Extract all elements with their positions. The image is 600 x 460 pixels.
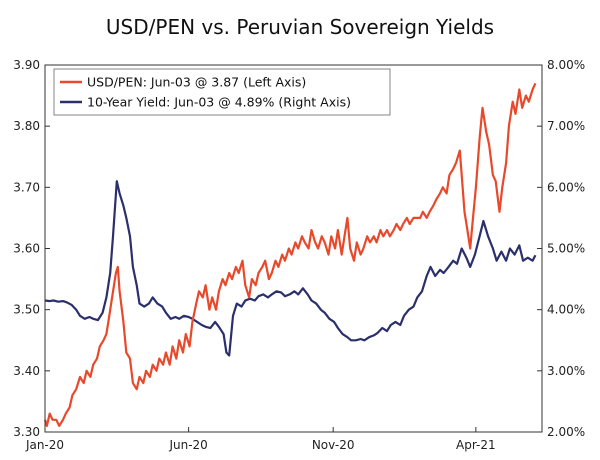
x-axis-tick-label: Apr-21 [456,438,496,452]
left-axis-tick-label: 3.90 [13,58,40,72]
legend-label-10y-yield: 10-Year Yield: Jun-03 @ 4.89% (Right Axi… [87,95,351,110]
right-axis-tick-label: 3.00% [547,364,585,378]
left-axis-tick-label: 3.50 [13,303,40,317]
right-axis-tick-label: 5.00% [547,242,585,256]
x-axis-tick-label: Jun-20 [168,438,207,452]
right-axis-tick-label: 2.00% [547,425,585,439]
left-axis-tick-label: 3.30 [13,425,40,439]
right-axis-tick-label: 7.00% [547,119,585,133]
legend-box [53,68,391,116]
series-line-10y-yield [44,180,537,357]
left-axis-tick-label: 3.40 [13,364,40,378]
right-axis-tick-label: 4.00% [547,303,585,317]
x-axis-tick-label: Nov-20 [312,438,355,452]
right-axis-tick-label: 8.00% [547,58,585,72]
left-axis-tick-label: 3.60 [13,242,40,256]
axis-ticks: 3.30 3.40 3.50 3.60 3.70 3.80 3.90 2.00% 3.00% 4.… [13,58,585,452]
chart-title: USD/PEN vs. Peruvian Sovereign Yields [106,15,494,39]
legend: USD/PEN: Jun-03 @ 3.87 (Left Axis) 10-Ye… [53,68,391,116]
series-line-usdpen [43,82,537,427]
x-axis-tick-label: Jan-20 [25,438,64,452]
plot-lines [43,82,537,427]
left-axis-tick-label: 3.70 [13,180,40,194]
left-axis-tick-label: 3.80 [13,119,40,133]
legend-label-usdpen: USD/PEN: Jun-03 @ 3.87 (Left Axis) [87,75,306,90]
right-axis-tick-label: 6.00% [547,180,585,194]
